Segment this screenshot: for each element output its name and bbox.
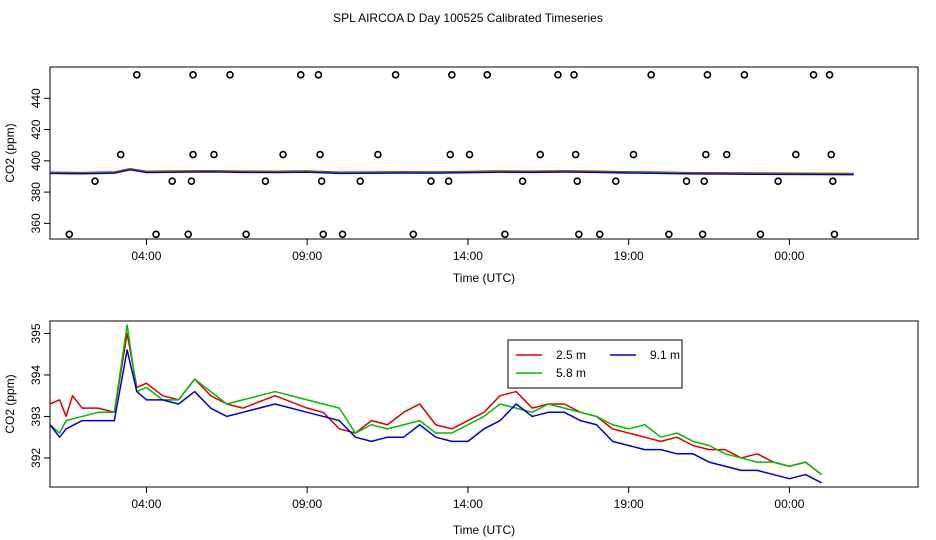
y-tick-label: 392 bbox=[29, 448, 43, 468]
data-point bbox=[825, 71, 834, 79]
y-tick-label: 420 bbox=[29, 119, 43, 139]
x-tick-label: 14:00 bbox=[453, 249, 483, 263]
data-point bbox=[210, 150, 218, 159]
top-y-axis-label: CO2 (ppm) bbox=[3, 123, 17, 182]
legend-label-2-5m: 2.5 m bbox=[556, 348, 586, 362]
data-point bbox=[338, 230, 347, 239]
data-point bbox=[703, 71, 712, 79]
legend: 2.5 m 5.8 m 9.1 m bbox=[507, 339, 683, 389]
data-point bbox=[554, 71, 562, 79]
bottom-y-axis-label: CO2 (ppm) bbox=[3, 374, 17, 433]
series-line-5-8-m bbox=[49, 324, 823, 476]
legend-box bbox=[507, 339, 683, 389]
data-point bbox=[317, 177, 326, 185]
data-point bbox=[446, 150, 455, 159]
x-tick-label: 04:00 bbox=[131, 249, 161, 263]
x-tick-label: 09:00 bbox=[292, 497, 322, 511]
data-point bbox=[189, 71, 197, 79]
data-point bbox=[536, 150, 545, 159]
data-point bbox=[702, 150, 710, 159]
data-point bbox=[391, 71, 400, 79]
bottom-x-axis-label: Time (UTC) bbox=[453, 523, 515, 537]
plot-frame bbox=[49, 320, 919, 488]
data-point bbox=[465, 150, 474, 159]
data-point bbox=[595, 230, 604, 239]
data-point bbox=[242, 230, 250, 239]
data-point bbox=[774, 177, 782, 185]
data-point bbox=[65, 230, 74, 239]
data-point bbox=[722, 150, 731, 159]
data-point bbox=[700, 177, 709, 185]
data-point bbox=[314, 71, 323, 79]
plot-frame bbox=[49, 66, 919, 240]
data-point bbox=[279, 150, 287, 159]
top-x-axis-label: Time (UTC) bbox=[453, 271, 515, 285]
y-tick-label: 380 bbox=[29, 182, 43, 202]
data-point bbox=[187, 177, 196, 185]
x-tick-label: 00:00 bbox=[774, 497, 804, 511]
series-line-9-1-m bbox=[49, 349, 822, 484]
series-line-2-5-m bbox=[49, 332, 823, 476]
x-tick-label: 19:00 bbox=[614, 249, 644, 263]
x-tick-label: 00:00 bbox=[774, 249, 804, 263]
data-point bbox=[427, 177, 435, 185]
data-point bbox=[189, 150, 197, 159]
y-tick-label: 394 bbox=[29, 365, 43, 385]
top-series-line bbox=[49, 169, 854, 176]
data-point bbox=[116, 150, 125, 159]
data-point bbox=[184, 230, 193, 239]
data-point bbox=[374, 150, 382, 159]
x-tick-label: 14:00 bbox=[453, 497, 483, 511]
data-point bbox=[261, 177, 270, 185]
x-tick-label: 09:00 bbox=[292, 249, 322, 263]
data-point bbox=[809, 71, 818, 79]
data-point bbox=[756, 230, 765, 239]
data-point bbox=[575, 230, 583, 239]
data-point bbox=[448, 71, 456, 79]
data-point bbox=[698, 230, 707, 239]
figure-title: SPL AIRCOA D Day 100525 Calibrated Times… bbox=[333, 11, 603, 25]
y-tick-label: 360 bbox=[29, 213, 43, 233]
x-tick-label: 19:00 bbox=[614, 497, 644, 511]
data-point bbox=[316, 150, 324, 159]
data-point bbox=[573, 177, 582, 185]
data-point bbox=[792, 150, 800, 159]
data-point bbox=[571, 150, 580, 159]
data-point bbox=[829, 177, 837, 185]
data-point bbox=[296, 71, 305, 79]
data-point bbox=[319, 230, 328, 239]
y-tick-label: 395 bbox=[29, 323, 43, 343]
x-tick-label: 04:00 bbox=[131, 497, 161, 511]
data-point bbox=[356, 177, 365, 185]
data-point bbox=[665, 230, 673, 239]
y-tick-label: 400 bbox=[29, 150, 43, 170]
data-point bbox=[409, 230, 418, 239]
data-point bbox=[827, 150, 836, 159]
data-point bbox=[740, 71, 749, 79]
y-tick-label: 440 bbox=[29, 88, 43, 108]
y-tick-label: 393 bbox=[29, 406, 43, 426]
data-point bbox=[133, 71, 141, 79]
data-point bbox=[168, 177, 176, 185]
data-point bbox=[444, 177, 453, 185]
data-point bbox=[612, 177, 620, 185]
bottom-panel: Time (UTC) CO2 (ppm) 04:00 09:00 14:00 19:0… bbox=[3, 320, 919, 537]
data-point bbox=[518, 177, 527, 185]
data-point bbox=[570, 71, 578, 79]
data-point bbox=[629, 150, 638, 159]
data-point bbox=[226, 71, 234, 79]
legend-label-5-8m: 5.8 m bbox=[556, 366, 586, 380]
top-panel: Time (UTC) CO2 (ppm) 04:00 09:00 14:00 19:0… bbox=[3, 66, 919, 285]
legend-label-9-1m: 9.1 m bbox=[650, 348, 680, 362]
data-point bbox=[682, 177, 691, 185]
data-point bbox=[830, 230, 839, 239]
data-point bbox=[501, 230, 509, 239]
data-point bbox=[483, 71, 492, 79]
data-point bbox=[152, 230, 160, 239]
data-point bbox=[91, 177, 99, 185]
data-point bbox=[647, 71, 655, 79]
